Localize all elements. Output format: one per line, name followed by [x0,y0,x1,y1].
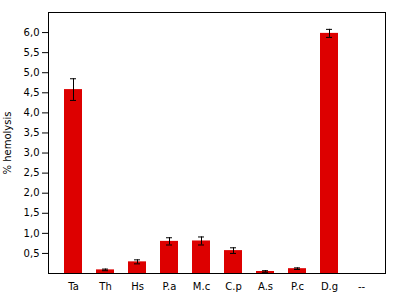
svg-text:M.c: M.c [193,281,210,292]
svg-text:3,0: 3,0 [24,147,40,158]
svg-text:A.s: A.s [258,281,273,292]
svg-text:P.a: P.a [163,281,177,292]
svg-text:4,0: 4,0 [24,107,40,118]
svg-text:--: -- [358,281,366,292]
svg-text:1,0: 1,0 [24,228,40,239]
svg-text:0,5: 0,5 [24,248,40,259]
svg-text:Ta: Ta [67,281,79,292]
svg-text:2,5: 2,5 [24,167,40,178]
svg-text:5,0: 5,0 [24,67,40,78]
svg-text:Th: Th [98,281,111,292]
svg-text:Hs: Hs [131,281,144,292]
svg-text:1,5: 1,5 [24,207,40,218]
svg-text:2,0: 2,0 [24,187,40,198]
svg-text:D.g: D.g [321,281,338,292]
svg-text:3,5: 3,5 [24,127,40,138]
svg-text:C.p: C.p [225,281,242,292]
svg-text:% hemolysis: % hemolysis [2,112,13,175]
svg-text:5,5: 5,5 [24,47,40,58]
svg-text:4,5: 4,5 [24,87,40,98]
svg-text:P.c: P.c [291,281,304,292]
svg-text:6,0: 6,0 [24,27,40,38]
